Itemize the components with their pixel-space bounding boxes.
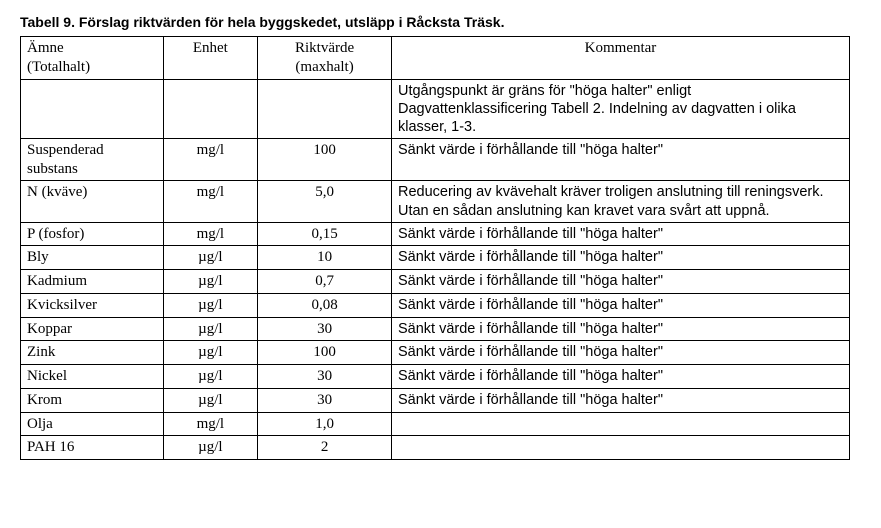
cell-amne: P (fosfor)	[21, 222, 164, 246]
cell-amne: Kadmium	[21, 270, 164, 294]
riktvarden-table: Ämne (Totalhalt) Enhet Riktvärde (maxhal…	[20, 36, 850, 460]
table-body: Utgångspunkt är gräns för "höga halter" …	[21, 79, 850, 460]
cell-riktvarde: 100	[258, 138, 392, 181]
table-row: Kadmiumµg/l0,7Sänkt värde i förhållande …	[21, 270, 850, 294]
cell-amne: Nickel	[21, 365, 164, 389]
cell-kommentar	[391, 412, 849, 436]
table-row: P (fosfor)mg/l0,15Sänkt värde i förhålla…	[21, 222, 850, 246]
cell-enhet: mg/l	[163, 138, 258, 181]
cell-kommentar: Sänkt värde i förhållande till "höga hal…	[391, 365, 849, 389]
cell-riktvarde: 1,0	[258, 412, 392, 436]
table-row: Kromµg/l30Sänkt värde i förhållande till…	[21, 388, 850, 412]
header-riktvarde: Riktvärde (maxhalt)	[258, 37, 392, 80]
cell-amne: Kvicksilver	[21, 293, 164, 317]
cell-kommentar: Reducering av kvävehalt kräver troligen …	[391, 181, 849, 222]
header-amne-line2: (Totalhalt)	[27, 59, 90, 75]
cell-enhet: mg/l	[163, 181, 258, 222]
cell-enhet: µg/l	[163, 317, 258, 341]
cell-enhet: µg/l	[163, 388, 258, 412]
table-row: Nickelµg/l30Sänkt värde i förhållande ti…	[21, 365, 850, 389]
cell-amne: Koppar	[21, 317, 164, 341]
cell-riktvarde: 30	[258, 317, 392, 341]
header-row: Ämne (Totalhalt) Enhet Riktvärde (maxhal…	[21, 37, 850, 80]
cell-amne: N (kväve)	[21, 181, 164, 222]
cell-riktvarde	[258, 79, 392, 138]
cell-kommentar	[391, 436, 849, 460]
table-row: Utgångspunkt är gräns för "höga halter" …	[21, 79, 850, 138]
header-rikt-line1: Riktvärde	[295, 40, 354, 56]
cell-enhet: mg/l	[163, 412, 258, 436]
cell-amne: Suspenderad substans	[21, 138, 164, 181]
cell-riktvarde: 100	[258, 341, 392, 365]
header-rikt-line2: (maxhalt)	[295, 59, 353, 75]
table-row: N (kväve)mg/l5,0Reducering av kvävehalt …	[21, 181, 850, 222]
header-kommentar: Kommentar	[391, 37, 849, 80]
cell-amne: Olja	[21, 412, 164, 436]
table-row: Kopparµg/l30Sänkt värde i förhållande ti…	[21, 317, 850, 341]
cell-amne: Krom	[21, 388, 164, 412]
table-row: Suspenderad substansmg/l100Sänkt värde i…	[21, 138, 850, 181]
table-header: Ämne (Totalhalt) Enhet Riktvärde (maxhal…	[21, 37, 850, 80]
cell-kommentar: Sänkt värde i förhållande till "höga hal…	[391, 222, 849, 246]
cell-enhet: µg/l	[163, 293, 258, 317]
cell-riktvarde: 10	[258, 246, 392, 270]
cell-kommentar: Sänkt värde i förhållande till "höga hal…	[391, 317, 849, 341]
cell-kommentar: Sänkt värde i förhållande till "höga hal…	[391, 341, 849, 365]
cell-kommentar: Sänkt värde i förhållande till "höga hal…	[391, 388, 849, 412]
table-row: Kvicksilverµg/l0,08Sänkt värde i förhåll…	[21, 293, 850, 317]
table-row: Blyµg/l10Sänkt värde i förhållande till …	[21, 246, 850, 270]
table-row: Zinkµg/l100Sänkt värde i förhållande til…	[21, 341, 850, 365]
cell-riktvarde: 0,7	[258, 270, 392, 294]
cell-kommentar: Sänkt värde i förhållande till "höga hal…	[391, 138, 849, 181]
cell-riktvarde: 0,08	[258, 293, 392, 317]
cell-kommentar: Sänkt värde i förhållande till "höga hal…	[391, 293, 849, 317]
cell-enhet: µg/l	[163, 246, 258, 270]
cell-amne: Bly	[21, 246, 164, 270]
cell-amne	[21, 79, 164, 138]
cell-riktvarde: 5,0	[258, 181, 392, 222]
cell-enhet: µg/l	[163, 436, 258, 460]
cell-riktvarde: 30	[258, 388, 392, 412]
cell-riktvarde: 0,15	[258, 222, 392, 246]
cell-enhet: µg/l	[163, 270, 258, 294]
cell-kommentar: Sänkt värde i förhållande till "höga hal…	[391, 270, 849, 294]
cell-riktvarde: 2	[258, 436, 392, 460]
cell-amne: Zink	[21, 341, 164, 365]
cell-enhet: µg/l	[163, 341, 258, 365]
cell-riktvarde: 30	[258, 365, 392, 389]
cell-enhet: µg/l	[163, 365, 258, 389]
header-amne: Ämne (Totalhalt)	[21, 37, 164, 80]
cell-enhet: mg/l	[163, 222, 258, 246]
header-amne-line1: Ämne	[27, 40, 64, 56]
table-row: PAH 16µg/l2	[21, 436, 850, 460]
table-caption: Tabell 9. Förslag riktvärden för hela by…	[20, 14, 861, 30]
header-enhet: Enhet	[163, 37, 258, 80]
cell-amne: PAH 16	[21, 436, 164, 460]
table-row: Oljamg/l1,0	[21, 412, 850, 436]
cell-enhet	[163, 79, 258, 138]
cell-kommentar: Sänkt värde i förhållande till "höga hal…	[391, 246, 849, 270]
cell-kommentar: Utgångspunkt är gräns för "höga halter" …	[391, 79, 849, 138]
